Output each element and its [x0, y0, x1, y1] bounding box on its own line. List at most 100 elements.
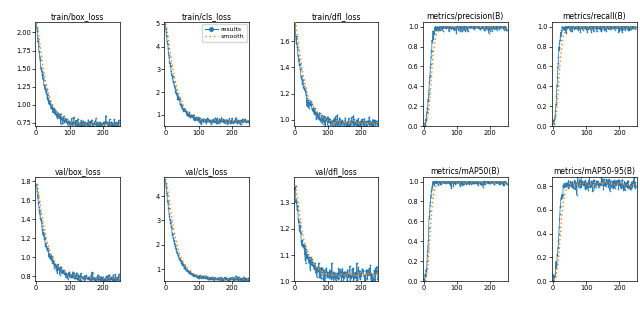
results — [584, 183, 591, 186]
smooth — [175, 250, 183, 254]
results — [115, 278, 123, 281]
Line: smooth: smooth — [424, 182, 507, 281]
results — [632, 25, 639, 28]
results — [503, 28, 511, 32]
smooth — [241, 119, 249, 123]
results — [161, 177, 169, 181]
results — [420, 279, 428, 283]
smooth — [195, 274, 202, 278]
smooth — [219, 277, 227, 281]
results — [115, 121, 123, 125]
results — [324, 271, 332, 275]
smooth — [291, 184, 298, 188]
smooth — [370, 276, 378, 280]
Title: val/cls_loss: val/cls_loss — [185, 167, 228, 176]
smooth — [113, 277, 120, 280]
results — [67, 273, 75, 277]
results — [195, 276, 202, 280]
smooth — [468, 25, 476, 29]
smooth — [606, 26, 614, 29]
results — [598, 27, 605, 30]
results — [558, 25, 566, 28]
smooth — [115, 123, 122, 126]
smooth — [339, 121, 347, 124]
smooth — [291, 20, 298, 24]
smooth — [478, 25, 486, 29]
smooth — [454, 180, 461, 184]
results — [325, 274, 333, 277]
Line: smooth: smooth — [553, 27, 636, 123]
results — [66, 273, 74, 277]
smooth — [325, 273, 333, 276]
Title: train/cls_loss: train/cls_loss — [182, 12, 232, 21]
smooth — [607, 183, 614, 186]
results — [209, 117, 217, 121]
results — [632, 184, 639, 188]
results — [46, 254, 54, 258]
Line: results: results — [164, 179, 249, 283]
results — [113, 124, 120, 128]
smooth — [583, 26, 591, 30]
Line: results: results — [35, 22, 120, 129]
results — [584, 27, 591, 31]
results — [90, 281, 98, 284]
smooth — [175, 92, 183, 96]
results — [629, 27, 637, 30]
results — [66, 123, 74, 127]
smooth — [454, 180, 462, 184]
smooth — [348, 273, 356, 277]
smooth — [115, 122, 123, 126]
results — [607, 179, 614, 183]
results — [113, 275, 120, 279]
smooth — [583, 182, 591, 186]
results — [583, 185, 591, 188]
Line: smooth: smooth — [165, 179, 248, 279]
results — [563, 26, 571, 29]
results — [362, 285, 369, 288]
smooth — [549, 121, 557, 125]
results — [339, 275, 346, 279]
results — [340, 128, 348, 131]
smooth — [632, 182, 639, 186]
smooth — [237, 120, 244, 124]
results — [244, 119, 252, 122]
results — [550, 122, 557, 126]
smooth — [374, 122, 381, 125]
results — [305, 98, 312, 102]
results — [291, 19, 299, 23]
Legend: results, smooth: results, smooth — [202, 23, 248, 42]
smooth — [161, 22, 169, 25]
smooth — [244, 277, 252, 281]
smooth — [33, 183, 40, 187]
smooth — [629, 25, 637, 29]
Line: results: results — [552, 26, 637, 125]
results — [291, 20, 298, 24]
smooth — [291, 20, 299, 24]
results — [598, 176, 605, 180]
Line: results: results — [294, 20, 378, 130]
smooth — [549, 278, 557, 282]
smooth — [112, 122, 120, 126]
smooth — [348, 120, 356, 124]
results — [629, 179, 637, 183]
Line: smooth: smooth — [36, 23, 119, 125]
smooth — [161, 177, 169, 181]
results — [430, 180, 438, 183]
results — [549, 278, 557, 282]
smooth — [597, 25, 605, 29]
results — [81, 121, 88, 125]
Line: smooth: smooth — [424, 27, 507, 125]
results — [574, 174, 582, 178]
results — [468, 25, 476, 28]
smooth — [454, 26, 461, 30]
Line: smooth: smooth — [553, 182, 636, 280]
smooth — [305, 96, 312, 99]
smooth — [209, 276, 217, 280]
smooth — [46, 250, 54, 254]
smooth — [195, 116, 202, 120]
smooth — [81, 122, 88, 125]
smooth — [90, 122, 97, 126]
Title: train/dfl_loss: train/dfl_loss — [311, 12, 361, 21]
smooth — [102, 277, 109, 281]
results — [371, 123, 379, 127]
